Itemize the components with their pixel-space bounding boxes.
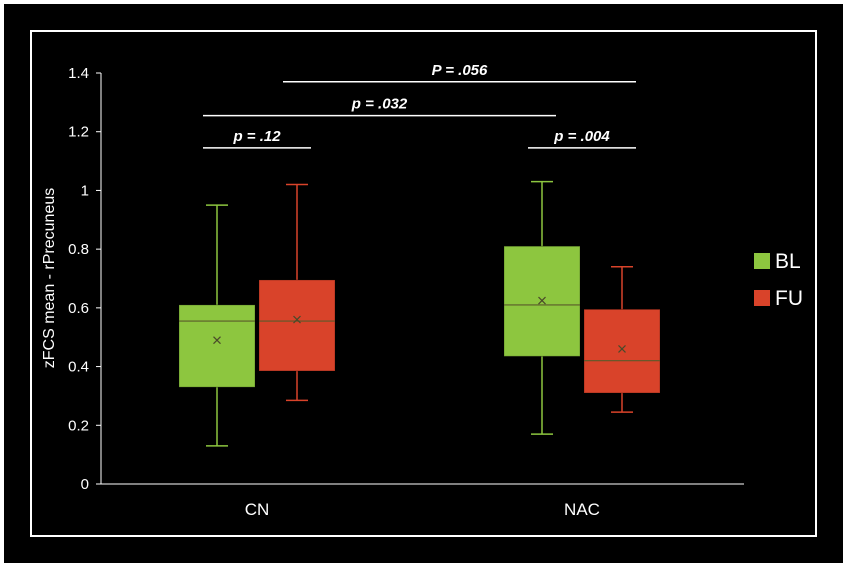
significance-label: p = .12 — [232, 128, 281, 145]
y-axis-label: zFCS mean - rPrecuneus — [41, 188, 58, 369]
box-iqr — [178, 304, 256, 388]
y-tick-label: 0.2 — [68, 417, 89, 434]
box-cn-bl — [178, 204, 256, 447]
significance-annotations: p = .12 p = .004 p = .032 P = .056 — [203, 62, 636, 149]
significance-label: p = .004 — [553, 128, 610, 145]
y-axis: 0 0.2 0.4 0.6 0.8 1 1.2 1.4 — [68, 65, 102, 493]
significance-label: p = .032 — [351, 96, 408, 113]
plot-border — [30, 30, 817, 537]
mean-marker — [538, 296, 546, 305]
mean-marker — [293, 315, 301, 324]
boxes — [178, 180, 661, 447]
x-axis: CN NAC — [101, 483, 744, 519]
y-tick-label: 1.2 — [68, 124, 89, 141]
y-tick-label: 0 — [81, 476, 89, 493]
x-tick-label: NAC — [564, 500, 600, 519]
box-iqr — [583, 308, 661, 394]
box-nac-fu — [583, 266, 661, 413]
significance-label: P = .056 — [432, 62, 488, 79]
box-nac-bl — [503, 180, 581, 435]
legend: BL FU — [754, 250, 803, 310]
mean-marker — [213, 336, 221, 345]
chart-frame: 0 0.2 0.4 0.6 0.8 1 1.2 1.4 CN NAC p = .12 p = .0… — [4, 4, 843, 563]
y-tick-label: 0.6 — [68, 300, 89, 317]
mean-marker — [618, 345, 626, 353]
y-tick-label: 0.4 — [68, 359, 89, 376]
legend-label-fu: FU — [775, 287, 803, 310]
box-cn-fu — [258, 183, 336, 402]
x-tick-label: CN — [245, 500, 270, 519]
box-plot-chart: 0 0.2 0.4 0.6 0.8 1 1.2 1.4 CN NAC p = .12 p = .0… — [30, 30, 817, 537]
legend-label-bl: BL — [775, 250, 801, 273]
box-iqr — [258, 279, 336, 372]
legend-swatch-bl — [754, 253, 770, 269]
legend-swatch-fu — [754, 290, 770, 306]
y-tick-label: 0.8 — [68, 241, 89, 258]
y-tick-label: 1 — [81, 182, 89, 199]
y-tick-label: 1.4 — [68, 65, 89, 82]
